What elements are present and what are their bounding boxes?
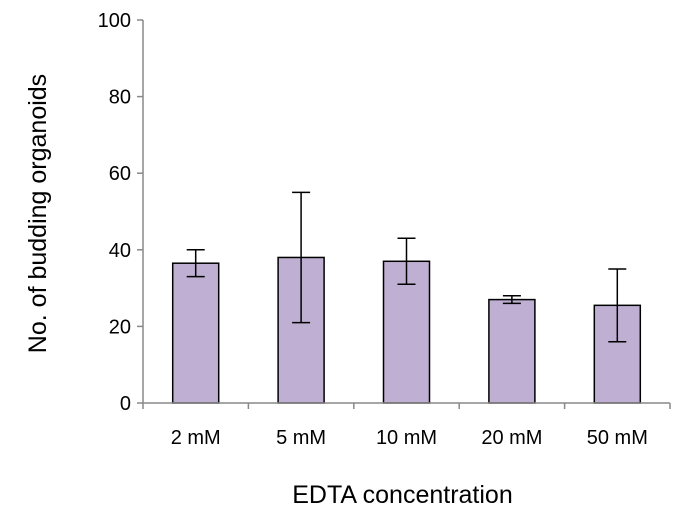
y-tick-label: 80	[109, 87, 131, 109]
y-tick-label: 100	[98, 10, 131, 32]
error-bar	[608, 268, 627, 343]
bar	[488, 298, 536, 404]
x-axis-title: EDTA concentration	[292, 481, 512, 509]
error-bars	[186, 191, 627, 343]
y-tick-label: 60	[109, 163, 131, 185]
y-tick-label: 20	[109, 316, 131, 338]
y-tick-label: 40	[109, 240, 131, 262]
error-bar	[502, 295, 521, 305]
x-axis-ticks	[142, 403, 671, 409]
x-tick-label: 2 mM	[171, 427, 221, 449]
tick-labels: 0 20 40 60 80 100 2 mM 5 mM 10 mM 20 mM 50 mM	[98, 10, 648, 449]
y-tick-label: 0	[120, 393, 131, 415]
error-bar	[186, 249, 205, 278]
bar	[171, 262, 220, 404]
x-tick-label: 5 mM	[276, 427, 326, 449]
y-axis-title: No. of budding organoids	[24, 74, 52, 353]
x-tick-label: 50 mM	[587, 427, 648, 449]
x-tick-label: 20 mM	[481, 427, 542, 449]
error-bar	[397, 237, 416, 286]
x-tick-label: 10 mM	[376, 427, 437, 449]
y-axis-ticks	[137, 19, 143, 404]
error-bar	[292, 191, 311, 324]
